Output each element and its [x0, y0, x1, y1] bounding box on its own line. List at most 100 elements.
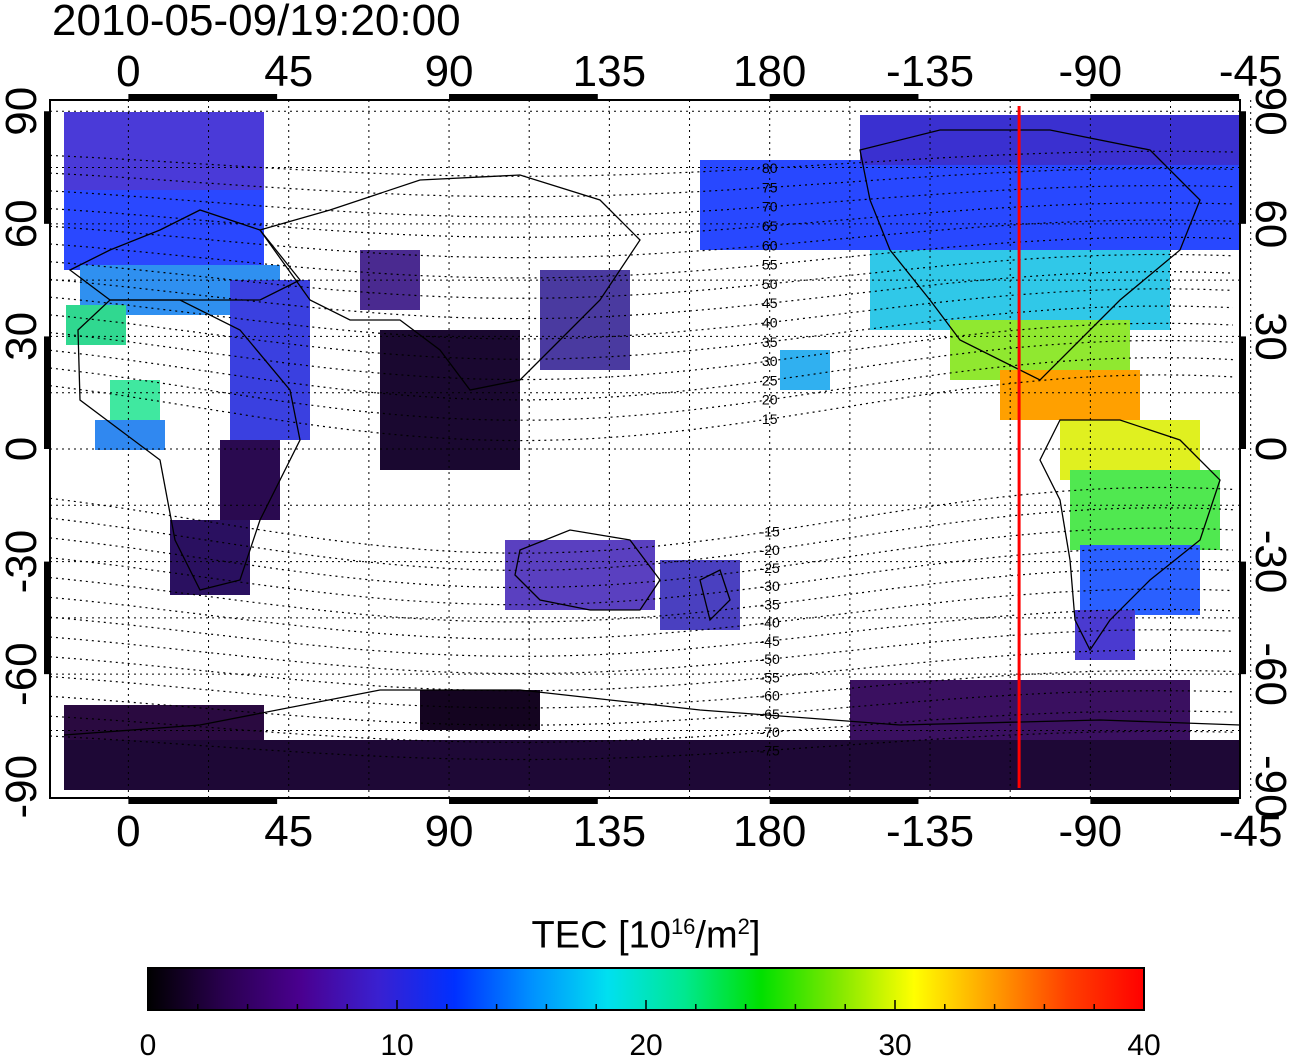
mlat-label: 80 — [762, 160, 778, 176]
mlat-curve — [50, 608, 1233, 657]
lat-tick-label-right: 0 — [1246, 437, 1292, 461]
frame-segment — [449, 798, 598, 804]
mlat-label: 35 — [762, 334, 778, 350]
lon-tick-label-bottom: 135 — [573, 807, 646, 856]
mlat-label: 45 — [762, 295, 778, 311]
lon-tick-label-top: 180 — [733, 47, 806, 96]
lat-tick-label-left: 30 — [0, 312, 46, 361]
colorbar-tick-label: 20 — [629, 1029, 662, 1057]
mlat-curve — [50, 588, 1233, 640]
mlat-label: 65 — [762, 218, 778, 234]
mlat-curve — [50, 357, 1233, 421]
mlat-label: 50 — [762, 276, 778, 292]
longitude-labels-bottom: 0 45 90 135 180 -135 -90 -45 — [116, 807, 1282, 856]
lat-tick-label-right: -90 — [1246, 755, 1292, 819]
mlat-curve — [50, 547, 1233, 606]
lon-tick-label-top: 135 — [573, 47, 646, 96]
coastlines — [63, 129, 1240, 736]
tec-patch — [64, 112, 264, 192]
mlat-label: 75 — [762, 179, 778, 195]
frame-segment — [128, 798, 278, 804]
mlat-label: 60 — [762, 237, 778, 253]
coastline-africa — [77, 299, 301, 591]
lat-tick-label-left: 0 — [0, 437, 46, 461]
tec-patch — [380, 330, 520, 470]
longitude-labels-top: 0 45 90 135 180 -135 -90 -45 — [116, 47, 1282, 96]
mlat-label: 55 — [762, 257, 778, 273]
tec-patch — [170, 520, 250, 595]
mlat-curve — [50, 507, 1233, 571]
coastline-north-america — [859, 129, 1201, 381]
frame-segment — [769, 94, 919, 100]
lon-tick-label-bottom: 45 — [264, 807, 313, 856]
coastline-australia — [514, 529, 661, 611]
mlat-label: -15 — [760, 524, 780, 540]
tec-patch — [230, 280, 310, 440]
tec-patch — [1000, 370, 1140, 420]
mlat-label: 15 — [762, 411, 778, 427]
lat-tick-label-left: 90 — [0, 87, 46, 136]
tec-patch — [700, 160, 1240, 250]
colorbar-title-unit-exponent: 2 — [737, 914, 750, 939]
tec-patch — [95, 420, 165, 450]
mlat-curve — [50, 288, 1233, 340]
frame-segment — [1240, 561, 1246, 675]
tec-patch — [780, 350, 830, 390]
tec-patch — [860, 115, 1240, 165]
lon-tick-label-bottom: 180 — [733, 807, 806, 856]
lon-tick-label-bottom: -90 — [1059, 807, 1123, 856]
lon-tick-label-top: 90 — [425, 47, 474, 96]
mlat-labels: 80 75 70 65 60 55 50 45 40 35 30 25 20 15 -15 -20 -25 -30… — [760, 160, 780, 758]
colorbar-title: TEC [1016/m2] — [0, 905, 1292, 958]
mlat-label: -55 — [760, 669, 780, 685]
mlat-label: -20 — [760, 542, 780, 558]
coastline-asia — [258, 174, 641, 391]
coastline-south-america — [1039, 419, 1221, 652]
frame-segment — [128, 94, 278, 100]
lon-tick-label-top: 45 — [264, 47, 313, 96]
latitude-labels-right: 90 60 30 0 -30 -60 -90 — [1246, 87, 1292, 819]
mlat-label: 25 — [762, 372, 778, 388]
mlat-label: 70 — [762, 199, 778, 215]
frame-segment — [44, 111, 50, 224]
colorbar-title-unit: /m — [695, 914, 738, 957]
tec-patch — [64, 705, 264, 745]
mlat-curve — [50, 322, 1233, 381]
frame-segment — [1240, 336, 1246, 449]
frame-segment — [1090, 94, 1240, 100]
lat-tick-label-right: 30 — [1246, 312, 1292, 361]
lon-tick-label-bottom: 90 — [425, 807, 474, 856]
tec-patch — [220, 440, 280, 520]
lon-tick-label-top: -135 — [886, 47, 974, 96]
mlat-label: -40 — [760, 615, 780, 631]
lon-tick-label-bottom: 0 — [116, 807, 140, 856]
frame-segment — [44, 336, 50, 449]
colorbar-ticks: 0 10 20 30 40 — [140, 1000, 1161, 1057]
tec-patch — [1080, 545, 1200, 615]
mlat-curve — [50, 486, 1233, 554]
lat-tick-label-left: -60 — [0, 642, 46, 706]
frame-segment — [44, 561, 50, 675]
lat-tick-label-right: 90 — [1246, 87, 1292, 136]
mlat-curve — [50, 374, 1233, 442]
lon-tick-label-top: -90 — [1059, 47, 1123, 96]
mlat-label: -70 — [760, 724, 780, 740]
colorbar-tick-label: 0 — [140, 1029, 157, 1057]
colorbar-tick-label: 30 — [878, 1029, 911, 1057]
colorbar-tick-label: 10 — [380, 1029, 413, 1057]
tec-patch — [420, 690, 540, 730]
lat-tick-label-right: -60 — [1246, 642, 1292, 706]
frame-checker-border — [44, 94, 1246, 804]
mlat-label: 30 — [762, 353, 778, 369]
lat-tick-label-left: -30 — [0, 530, 46, 594]
colorbar-title-main: TEC [10 — [531, 914, 671, 957]
mlat-label: -75 — [760, 742, 780, 758]
frame-segment — [1240, 111, 1246, 224]
lon-tick-label-top: -45 — [1219, 47, 1283, 96]
timestamp-title: 2010-05-09/19:20:00 — [52, 0, 461, 45]
frame-segment — [769, 798, 919, 804]
tec-patch — [64, 740, 1240, 790]
lat-tick-label-right: -30 — [1246, 530, 1292, 594]
mlat-label: -25 — [760, 560, 780, 576]
